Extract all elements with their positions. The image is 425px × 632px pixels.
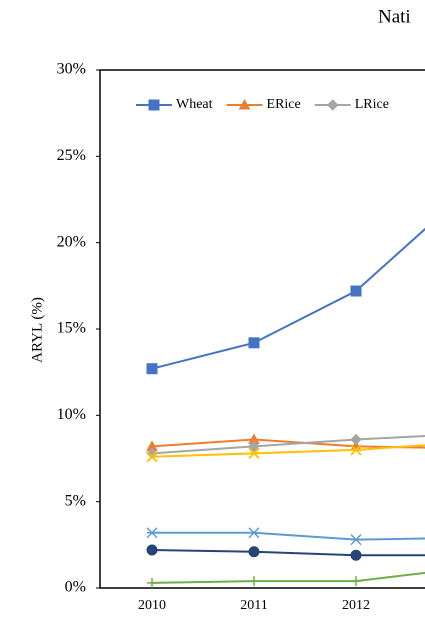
y-tick-label: 5%: [65, 492, 86, 509]
legend-marker: [238, 98, 251, 110]
series-line: [151, 435, 425, 455]
x-tick-label: 2012: [342, 598, 370, 613]
y-tick-label: 25%: [57, 147, 86, 164]
plot-frame: [99, 69, 425, 589]
marker: [350, 444, 362, 456]
legend-marker: [327, 99, 339, 111]
marker: [350, 549, 362, 561]
marker: [248, 440, 260, 453]
marker: [248, 337, 260, 349]
y-tick-label: 10%: [57, 406, 86, 423]
series-line: [151, 444, 425, 458]
marker: [249, 576, 259, 587]
marker: [146, 363, 158, 375]
chart-title: Nati: [378, 6, 411, 27]
y-tick-label: 30%: [57, 61, 86, 78]
x-tick-label: 2010: [138, 598, 166, 613]
marker: [350, 534, 362, 546]
series-line: [151, 227, 425, 370]
marker: [248, 527, 260, 539]
marker: [146, 451, 158, 463]
legend-label: ERice: [267, 97, 301, 112]
x-tick-label: 2011: [240, 598, 267, 613]
legend-marker: [148, 99, 160, 111]
marker: [350, 433, 362, 446]
marker: [248, 546, 260, 558]
legend-label: LRice: [355, 97, 389, 112]
y-tick-label: 20%: [57, 233, 86, 250]
series-line: [152, 531, 425, 541]
marker: [147, 577, 157, 588]
marker: [248, 447, 260, 459]
marker: [146, 527, 158, 539]
series-line: [151, 571, 425, 584]
legend-label: Wheat: [176, 97, 213, 112]
marker: [351, 576, 361, 587]
series-line: [151, 549, 425, 557]
marker: [350, 285, 362, 297]
marker: [146, 544, 158, 556]
y-tick-label: 15%: [57, 320, 86, 337]
y-tick-label: 0%: [65, 579, 86, 596]
y-axis-label: ARYL (%): [29, 297, 45, 363]
